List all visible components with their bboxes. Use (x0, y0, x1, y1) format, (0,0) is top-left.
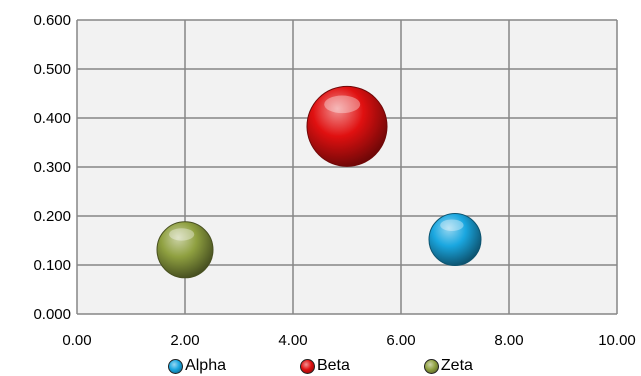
y-tick-label: 0.200 (33, 208, 71, 225)
x-tick-label: 10.00 (598, 332, 636, 349)
x-tick-label: 6.00 (386, 332, 415, 349)
y-tick-label: 0.100 (33, 257, 71, 274)
legend-item-alpha: Alpha (168, 357, 226, 375)
x-tick-label: 0.00 (62, 332, 91, 349)
bubble-beta (306, 85, 388, 167)
legend-label: Zeta (440, 357, 473, 374)
x-tick-label: 4.00 (278, 332, 307, 349)
x-tick-label: 8.00 (494, 332, 523, 349)
bubble-zeta (156, 221, 214, 279)
y-axis-tick-labels: 0.000 0.100 0.200 0.300 0.400 0.500 0.600 (33, 12, 71, 323)
legend-swatch (168, 358, 184, 374)
bubble-highlight (324, 95, 361, 114)
bubbles (156, 85, 482, 279)
legend: Alpha Beta Zeta (0, 356, 641, 376)
y-tick-label: 0.300 (33, 159, 71, 176)
legend-item-zeta: Zeta (423, 357, 473, 375)
y-tick-label: 0.400 (33, 110, 71, 127)
legend-label: Beta (316, 357, 350, 374)
x-tick-label: 2.00 (170, 332, 199, 349)
y-tick-label: 0.600 (33, 12, 71, 29)
x-axis-tick-labels: 0.00 2.00 4.00 6.00 8.00 10.00 (62, 332, 635, 349)
legend-swatch (423, 358, 439, 374)
y-tick-label: 0.500 (33, 61, 71, 78)
y-tick-label: 0.000 (33, 306, 71, 323)
bubble-highlight (169, 228, 195, 241)
bubble-highlight (440, 219, 464, 231)
legend-item-beta: Beta (299, 357, 350, 375)
bubble-alpha (428, 213, 482, 267)
legend-label: Alpha (185, 357, 226, 374)
legend-swatch (299, 358, 315, 374)
